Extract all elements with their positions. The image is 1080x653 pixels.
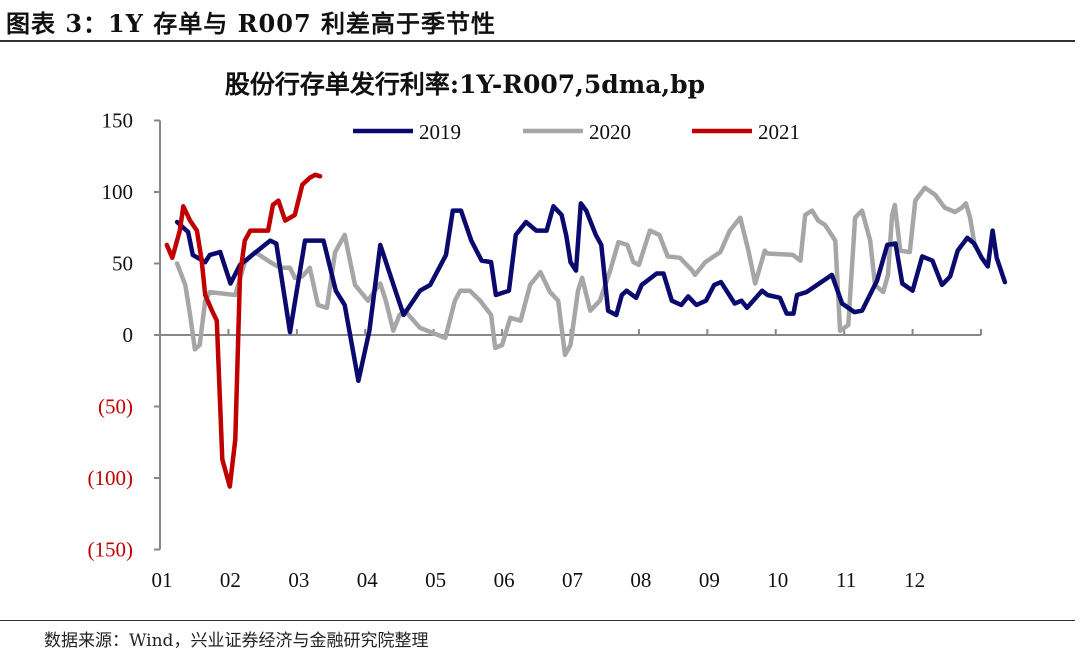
top-rule (0, 40, 1075, 42)
figure-title: 图表 3：1Y 存单与 R007 利差高于季节性 (6, 9, 496, 38)
x-tick-label: 10 (767, 568, 788, 592)
axes: 150 100 50 0 (50) (100) (150) 01 02 03 04 05 06 07 08 0… (88, 109, 982, 592)
x-tick-label: 06 (494, 568, 515, 592)
legend: 2019 2020 2021 (353, 120, 800, 144)
y-tick-label: 50 (112, 252, 133, 276)
x-tick-label: 11 (836, 568, 856, 592)
x-tick-label: 05 (425, 568, 446, 592)
series-line-2020 (174, 185, 978, 358)
y-tick-label: 100 (102, 180, 134, 204)
y-tick-label: (150) (88, 538, 134, 562)
source-note: 数据来源：Wind，兴业证券经济与金融研究院整理 (44, 631, 429, 651)
y-tick-label: 150 (102, 109, 134, 133)
chart-title: 股份行存单发行利率:1Y-R007,5dma,bp (225, 70, 705, 99)
y-tick-label: (50) (98, 395, 133, 419)
x-tick-label: 02 (220, 568, 241, 592)
x-tick-label: 08 (630, 568, 651, 592)
legend-label-2019: 2019 (419, 120, 461, 144)
x-tick-label: 12 (904, 568, 925, 592)
series-group (164, 172, 1008, 489)
bottom-rule (0, 620, 1075, 621)
y-tick-label: 0 (123, 323, 134, 347)
x-tick-label: 01 (152, 568, 173, 592)
line-chart: 股份行存单发行利率:1Y-R007,5dma,bp 150 100 50 0 (50) (… (88, 70, 1008, 592)
legend-label-2021: 2021 (758, 120, 800, 144)
x-tick-label: 04 (357, 568, 379, 592)
y-tick-label: (100) (88, 466, 134, 490)
x-tick-label: 09 (699, 568, 720, 592)
x-tick-label: 03 (288, 568, 309, 592)
x-tick-label: 07 (562, 568, 583, 592)
series-line-2021 (164, 172, 323, 489)
series-line-2019 (174, 201, 1008, 384)
legend-label-2020: 2020 (589, 120, 631, 144)
